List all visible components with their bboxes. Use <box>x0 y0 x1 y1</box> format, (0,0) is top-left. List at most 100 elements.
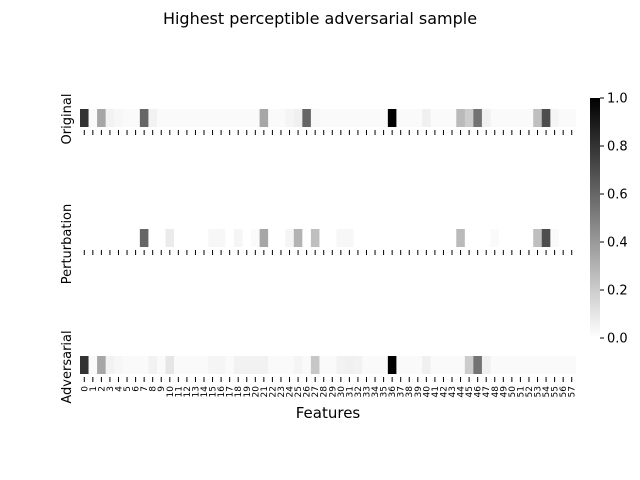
heatmap-cell <box>490 229 500 247</box>
heatmap-cell <box>328 229 337 247</box>
heatmap-cell <box>379 109 389 127</box>
heatmap-cell <box>310 229 320 247</box>
x-tick-label: 54 <box>542 386 552 398</box>
heatmap-cell <box>481 109 491 127</box>
heatmap-cell <box>473 356 483 374</box>
x-tick-label: 45 <box>465 386 475 397</box>
heatmap-cell <box>97 356 106 374</box>
x-tick-label: 46 <box>474 386 484 398</box>
row-label-adversarial: Adversarial <box>60 330 75 403</box>
heatmap-cell <box>139 109 149 127</box>
heatmap-cell <box>567 109 577 127</box>
row-label-original: Original <box>60 94 75 145</box>
x-tick-label: 4 <box>114 386 124 392</box>
heatmap-cell <box>80 229 89 247</box>
heatmap-cell <box>319 109 329 127</box>
heatmap-cell <box>139 229 149 247</box>
heatmap-cell <box>319 356 329 374</box>
x-tick-label: 7 <box>140 386 150 392</box>
heatmap-cell <box>439 356 449 374</box>
heatmap-cell <box>310 109 320 127</box>
x-tick-label: 20 <box>251 386 261 398</box>
x-tick-label: 40 <box>422 386 432 398</box>
heatmap-cell <box>293 109 303 127</box>
heatmap-cell <box>242 356 252 374</box>
x-tick-label: 11 <box>174 386 184 397</box>
heatmap-cell <box>464 109 474 127</box>
heatmap-cell <box>524 356 534 374</box>
x-tick-label: 29 <box>328 386 338 398</box>
heatmap-cell <box>302 229 312 247</box>
x-tick-label: 23 <box>277 386 287 397</box>
colorbar-tick-label: 1.0 <box>607 92 628 107</box>
heatmap-cell <box>88 356 98 374</box>
heatmap-cell <box>114 229 124 247</box>
heatmap-cell <box>216 356 226 374</box>
heatmap-cell <box>268 356 277 374</box>
heatmap-cell <box>105 356 115 374</box>
heatmap-cell <box>242 109 252 127</box>
heatmap-cell <box>191 229 201 247</box>
x-tick-label: 14 <box>200 386 210 398</box>
heatmap-row-adversarial: Adversarial <box>60 330 577 404</box>
x-tick-label: 31 <box>345 386 355 397</box>
heatmap-cell <box>422 229 431 247</box>
x-tick-label: 35 <box>380 386 390 397</box>
heatmap-cell <box>336 229 346 247</box>
x-tick-label: 16 <box>217 386 227 398</box>
x-tick-label: 22 <box>268 386 278 397</box>
heatmap-cell <box>216 109 226 127</box>
heatmap-cell <box>499 356 508 374</box>
heatmap-cell <box>413 356 423 374</box>
x-tick-label: 13 <box>191 386 201 397</box>
heatmap-cell <box>199 356 209 374</box>
heatmap-cell <box>558 356 568 374</box>
heatmap-cell <box>80 356 89 374</box>
heatmap-cell <box>516 109 525 127</box>
heatmap-cell <box>88 109 98 127</box>
heatmap-cell <box>516 229 525 247</box>
heatmap-cell <box>387 109 397 127</box>
heatmap-cell <box>558 229 568 247</box>
colorbar-tick-label: 0.4 <box>607 236 628 251</box>
heatmap-cell <box>156 109 166 127</box>
heatmap-cell <box>396 356 406 374</box>
heatmap-cell <box>174 356 183 374</box>
heatmap-cell <box>379 356 389 374</box>
heatmap-cell <box>268 229 277 247</box>
x-tick-label: 37 <box>397 386 407 397</box>
x-tick-label: 53 <box>534 386 544 397</box>
heatmap-cell <box>422 356 431 374</box>
heatmap-row-original: Original <box>60 94 577 145</box>
heatmap-cell <box>447 109 457 127</box>
heatmap-cell <box>464 356 474 374</box>
x-tick-label: 25 <box>294 386 304 397</box>
heatmap-cell <box>148 356 158 374</box>
heatmap-cell <box>379 229 389 247</box>
heatmap-cell <box>208 109 218 127</box>
heatmap-cell <box>516 356 525 374</box>
x-tick-label: 17 <box>226 386 236 397</box>
heatmap-cell <box>251 229 260 247</box>
heatmap-cell <box>447 229 457 247</box>
heatmap-cell <box>456 229 466 247</box>
heatmap-cell <box>148 229 158 247</box>
heatmap-cell <box>233 356 243 374</box>
heatmap-cell <box>259 356 269 374</box>
heatmap-cell <box>302 109 312 127</box>
x-tick-label: 19 <box>243 386 253 398</box>
heatmap-cell <box>490 109 500 127</box>
heatmap-cell <box>233 109 243 127</box>
x-tick-label: 2 <box>97 386 107 392</box>
colorbar-scale <box>590 98 600 338</box>
heatmap-cell <box>430 356 440 374</box>
heatmap-row-perturbation: Perturbation <box>60 204 577 284</box>
x-tick-label: 5 <box>123 386 133 392</box>
heatmap-cell <box>396 109 406 127</box>
heatmap-cell <box>88 229 98 247</box>
heatmap-cell <box>285 109 295 127</box>
heatmap-cell <box>131 109 141 127</box>
x-tick-label: 44 <box>457 386 467 398</box>
heatmap-cell <box>507 109 517 127</box>
